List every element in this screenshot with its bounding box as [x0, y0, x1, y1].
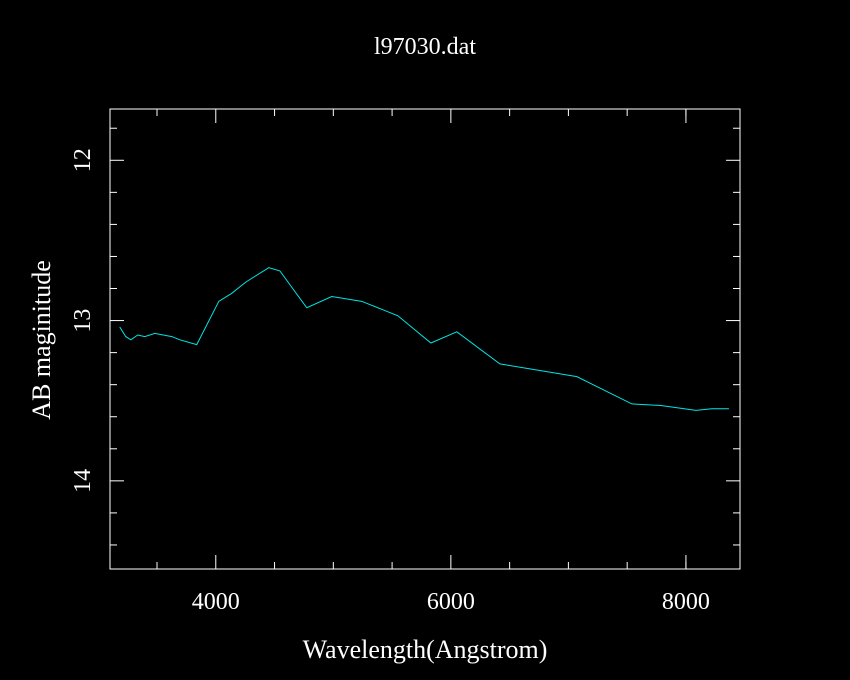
y-axis-label: AB maginitude — [27, 260, 56, 420]
y-tick-label: 14 — [70, 469, 96, 493]
x-tick-label: 6000 — [427, 589, 475, 615]
y-tick-label: 12 — [70, 148, 96, 172]
x-tick-label: 8000 — [662, 589, 710, 615]
data-line — [119, 267, 729, 411]
y-tick-label: 13 — [70, 309, 96, 333]
chart-title: l97030.dat — [374, 34, 476, 60]
x-axis-label: Wavelength(Angstrom) — [303, 635, 548, 664]
plot-frame — [109, 108, 741, 570]
x-tick-label: 4000 — [192, 589, 240, 615]
